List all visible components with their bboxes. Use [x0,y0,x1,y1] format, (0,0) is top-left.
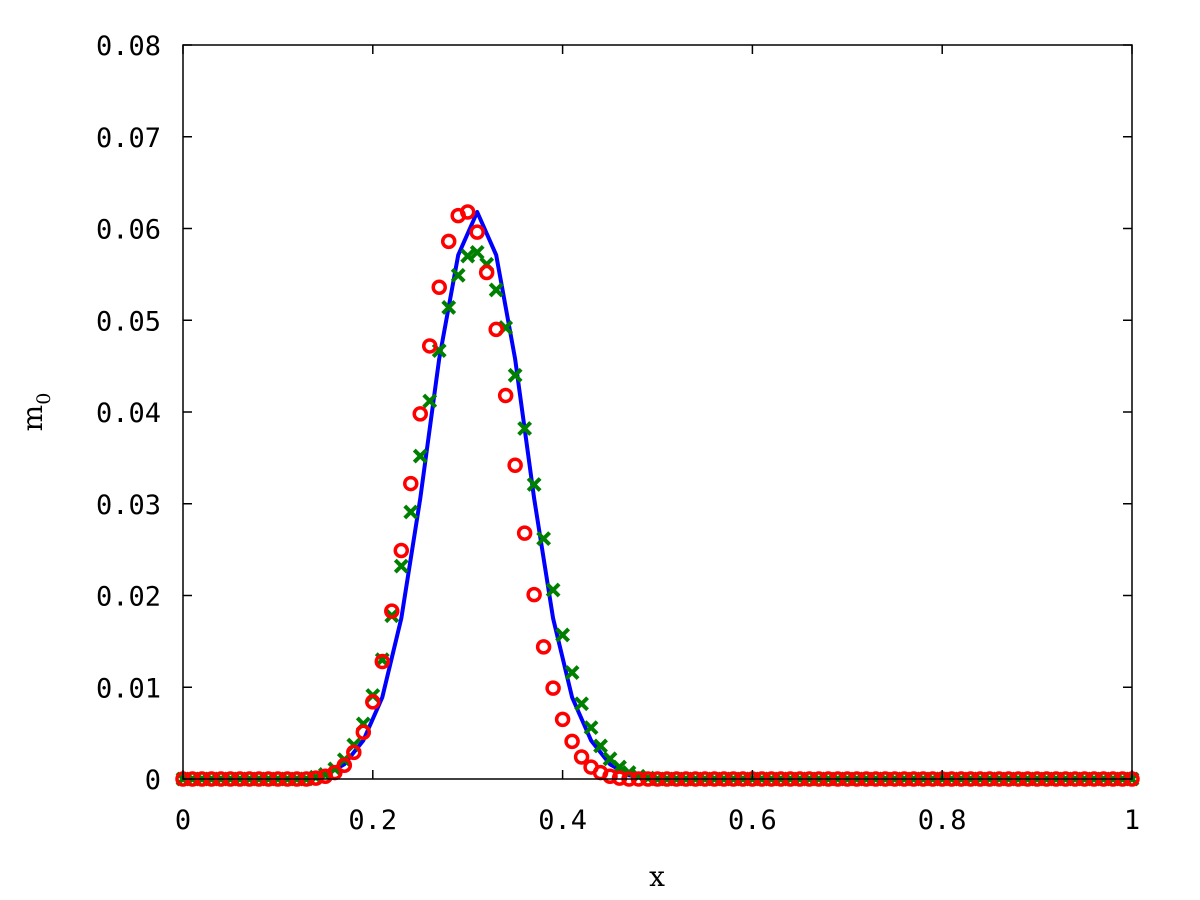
data-point-x [422,393,438,409]
data-point-x [536,531,552,547]
data-point-circle [535,639,552,655]
data-point-x [507,367,523,383]
data-point-x [593,738,608,754]
data-point-circle [516,525,533,541]
y-tick-label: 0.06 [96,215,161,246]
data-point-x [450,267,466,283]
x-tick-label: 0.8 [918,805,967,836]
data-point-x [555,627,571,643]
data-point-circle [393,542,410,559]
y-tick-label: 0.03 [96,490,161,521]
data-point-circle [384,603,400,619]
data-point-circle [526,586,542,603]
data-point-circle [573,749,590,765]
data-point-circle [412,406,428,422]
data-point-x [517,421,533,436]
data-point-circle [365,694,381,710]
x-tick-label: 0.2 [348,805,397,836]
data-point-x [574,696,589,712]
data-point-circle [336,757,353,773]
y-axis-label-subscript: 0 [33,393,55,405]
x-axis-label: x [649,860,665,893]
y-axis-label: m0 [16,393,55,432]
data-point-x [545,582,561,598]
x-tick-label: 1 [1124,805,1140,836]
data-point-circle [346,744,362,761]
data-point-x [441,299,457,315]
data-point-circle [497,387,514,404]
y-tick-label: 0.05 [96,306,161,337]
data-point-circle [488,321,504,338]
data-point-x [393,558,409,574]
data-point-x [469,244,485,260]
y-axis-label-main: m [16,405,49,432]
data-point-x [488,282,504,298]
y-tick-label: 0.02 [96,582,161,613]
y-tick-label: 0.04 [96,398,161,429]
data-point-circle [440,233,457,250]
data-point-circle [431,279,447,295]
y-tick-label: 0.08 [96,31,161,62]
data-point-circle [478,264,495,281]
data-point-circle [564,733,580,750]
data-point-circle [554,711,571,728]
y-tick-label: 0.01 [96,673,161,704]
data-point-circle [355,724,372,740]
data-point-circle [602,768,618,784]
data-point-circle [459,204,476,220]
data-point-x [526,477,542,492]
data-point-circle [421,338,438,354]
data-point-circle [308,770,324,786]
data-point-circle [611,770,628,786]
tick-layer: 0 0.2 0.4 0.6 0.8 1 0 0.01 0.02 0.03 0.04 0.05 0.06 0… [96,31,1140,836]
data-point-circle [403,475,419,492]
data-point-x [583,720,599,736]
data-point-x [564,665,580,680]
data-point-x [403,504,419,520]
data-point-x [460,248,476,264]
data-point-circle [469,224,485,240]
data-point-x [412,448,428,464]
x-tick-label: 0.4 [538,805,587,836]
y-tick-label: 0.07 [96,123,161,154]
x-tick-label: 0.6 [728,805,777,836]
x-tick-label: 0 [175,805,191,836]
data-point-circle [507,457,523,473]
y-tick-label: 0 [145,765,161,796]
data-point-circle [374,653,391,670]
data-point-circle [545,680,561,696]
